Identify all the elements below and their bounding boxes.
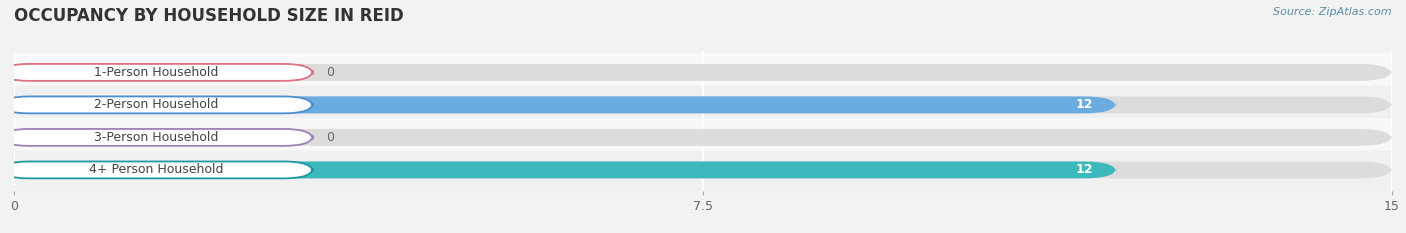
FancyBboxPatch shape (0, 161, 312, 178)
Text: 4+ Person Household: 4+ Person Household (89, 163, 224, 176)
FancyBboxPatch shape (14, 151, 1392, 189)
Text: 12: 12 (1076, 163, 1094, 176)
FancyBboxPatch shape (14, 129, 1392, 146)
Text: 0: 0 (326, 131, 335, 144)
FancyBboxPatch shape (14, 161, 1116, 178)
FancyBboxPatch shape (14, 53, 1392, 92)
Text: 3-Person Household: 3-Person Household (94, 131, 218, 144)
FancyBboxPatch shape (14, 161, 1392, 178)
Text: 2-Person Household: 2-Person Household (94, 98, 218, 111)
FancyBboxPatch shape (0, 64, 312, 81)
Text: Source: ZipAtlas.com: Source: ZipAtlas.com (1274, 7, 1392, 17)
FancyBboxPatch shape (14, 96, 1392, 113)
FancyBboxPatch shape (14, 64, 1392, 81)
Text: OCCUPANCY BY HOUSEHOLD SIZE IN REID: OCCUPANCY BY HOUSEHOLD SIZE IN REID (14, 7, 404, 25)
FancyBboxPatch shape (14, 96, 1116, 113)
FancyBboxPatch shape (0, 96, 312, 113)
Text: 12: 12 (1076, 98, 1094, 111)
FancyBboxPatch shape (0, 129, 312, 146)
Text: 0: 0 (326, 66, 335, 79)
FancyBboxPatch shape (14, 118, 1392, 157)
FancyBboxPatch shape (14, 86, 1392, 124)
Text: 1-Person Household: 1-Person Household (94, 66, 218, 79)
